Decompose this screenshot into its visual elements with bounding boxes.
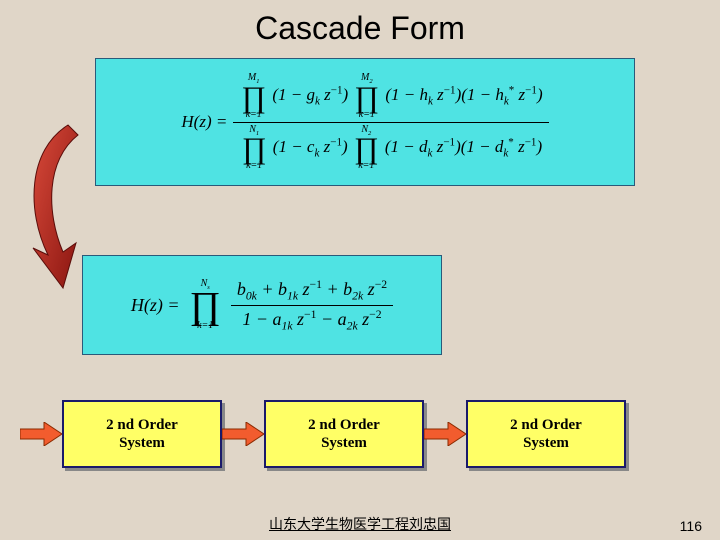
equation-1: H(z) = M1∏k=1 (1 − gk z−1) M2∏k=1 (1 − h… [181, 71, 548, 173]
eq2-lhs: H(z) = [131, 295, 180, 316]
eq1-lhs: H(z) = [181, 112, 227, 132]
page-number: 116 [680, 518, 702, 534]
block-label-line1: 2 nd Order [510, 416, 582, 434]
block-label-line2: System [119, 434, 165, 452]
block-label-line1: 2 nd Order [106, 416, 178, 434]
second-order-system-block: 2 nd Order System [62, 400, 222, 468]
equation-2-box: H(z) = Ns ∏ k=1 b0k + b1k z−1 + b2k z−2 … [82, 255, 442, 355]
slide-title: Cascade Form [0, 0, 720, 47]
block-label-line1: 2 nd Order [308, 416, 380, 434]
equation-2: H(z) = Ns ∏ k=1 b0k + b1k z−1 + b2k z−2 … [131, 276, 393, 334]
flow-arrow-icon [20, 422, 62, 446]
derivation-arrow [18, 120, 88, 290]
block-label-line2: System [523, 434, 569, 452]
flow-arrow-icon [424, 422, 466, 446]
second-order-system-block: 2 nd Order System [264, 400, 424, 468]
slide-footer: 山东大学生物医学工程刘忠国 [0, 514, 720, 534]
cascade-block-diagram: 2 nd Order System 2 nd Order System 2 nd… [20, 400, 626, 468]
block-label-line2: System [321, 434, 367, 452]
equation-1-box: H(z) = M1∏k=1 (1 − gk z−1) M2∏k=1 (1 − h… [95, 58, 635, 186]
flow-arrow-icon [222, 422, 264, 446]
second-order-system-block: 2 nd Order System [466, 400, 626, 468]
